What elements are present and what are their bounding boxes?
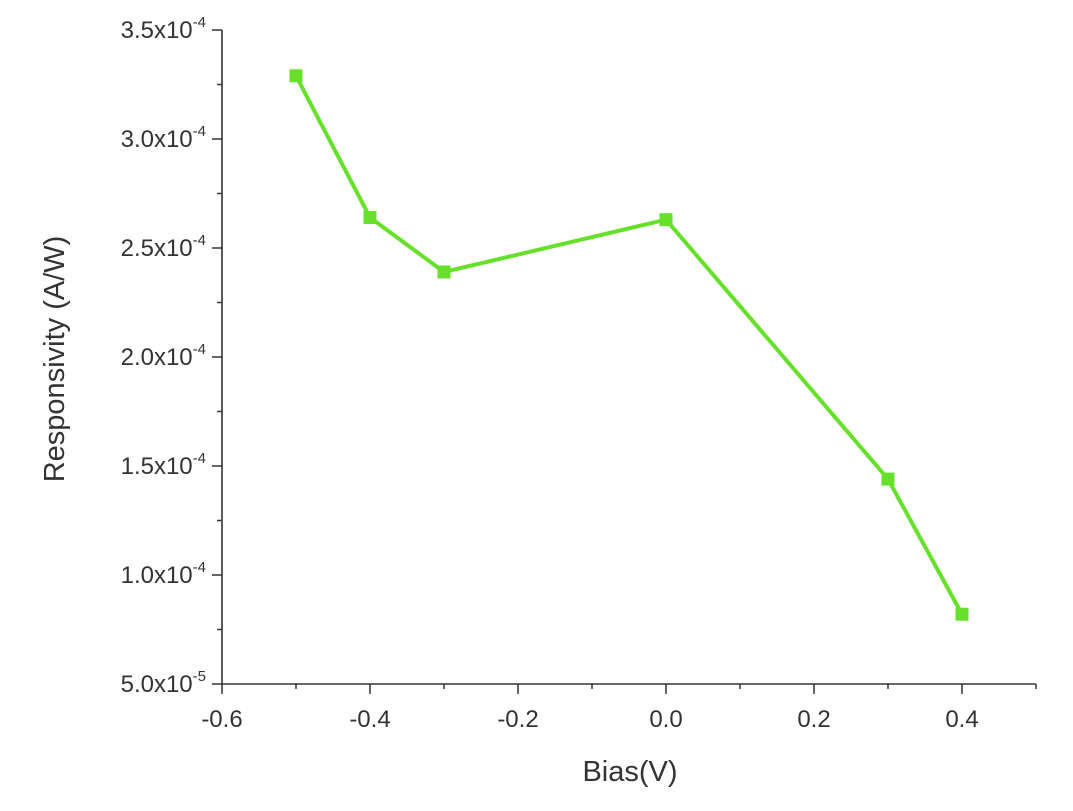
y-tick-label: 3.0x10-4	[121, 123, 206, 153]
x-tick-label: 0.2	[797, 706, 830, 733]
x-tick-label: -0.6	[201, 706, 242, 733]
y-tick-label: 5.0x10-5	[121, 668, 206, 698]
x-tick-label: -0.2	[497, 706, 538, 733]
x-tick-label: 0.0	[649, 706, 682, 733]
y-tick-label: 2.5x10-4	[121, 232, 206, 262]
data-point-marker	[289, 69, 303, 83]
series-layer	[289, 69, 969, 621]
data-point-marker	[955, 607, 969, 621]
data-point-marker	[437, 265, 451, 279]
y-tick-label: 2.0x10-4	[121, 341, 206, 371]
axes: -0.6 -0.4 -0.2 0.0 0.2 0.4 5.0x10-5 1.0x10-4 1.5…	[121, 14, 1037, 733]
series-line	[294, 73, 964, 617]
y-tick-label: 3.5x10-4	[121, 14, 206, 44]
x-tick-label: 0.4	[945, 706, 978, 733]
y-tick-label: 1.0x10-4	[121, 559, 206, 589]
y-axis-title: Responsivity (A/W)	[39, 236, 71, 483]
x-tick-label: -0.4	[349, 706, 390, 733]
data-point-marker	[363, 210, 377, 224]
data-point-marker	[659, 213, 673, 227]
data-point-marker	[881, 472, 895, 486]
y-tick-label: 1.5x10-4	[121, 450, 206, 480]
x-axis-title: Bias(V)	[582, 756, 677, 788]
